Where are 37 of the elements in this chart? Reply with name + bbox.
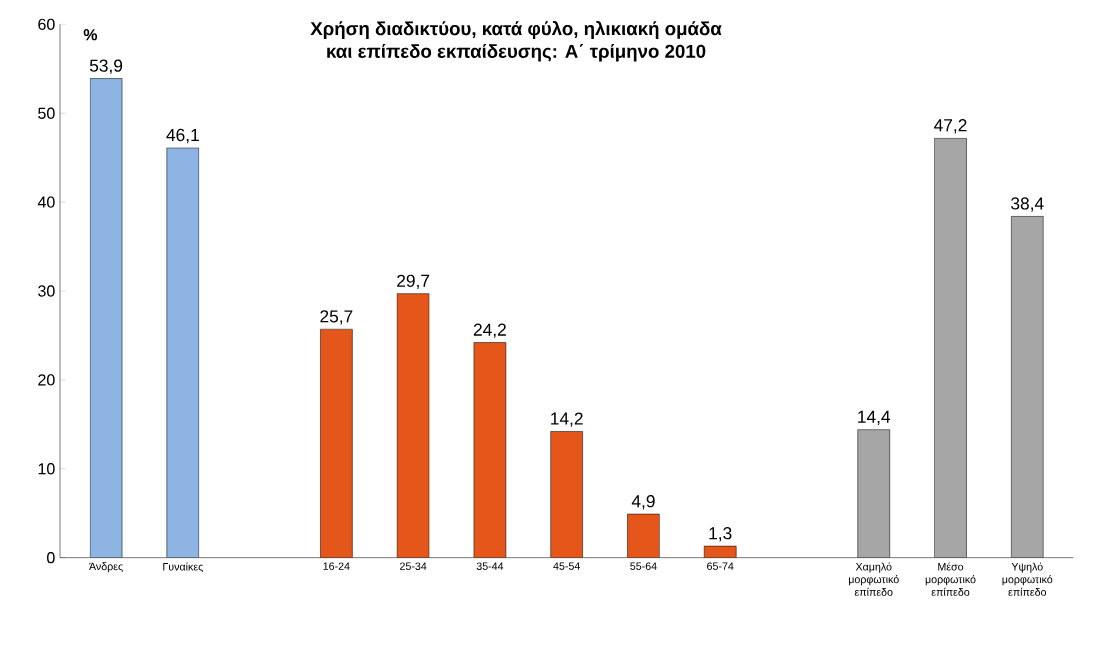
x-tick-label: Άνδρες [89,562,123,573]
bar [1011,216,1044,558]
data-label: 25,7 [320,310,353,325]
data-label: 14,4 [858,410,891,425]
x-tick-label: 55-64 [630,562,657,570]
x-tick-label: 35-44 [476,562,504,570]
y-tick-label: 40 [37,196,55,208]
chart-title: Χρήση διαδικτύου, κατά φύλο, ηλικιακή ομάδα και επίπεδο εκπαίδευσης: Α΄ τρίμηνο 2010 [310,21,722,62]
bar [396,293,430,558]
bar [166,147,200,558]
y-tick-label: 50 [38,107,55,119]
data-label: 24,2 [473,323,506,338]
data-label: 47,2 [934,119,967,134]
bar [934,137,967,558]
data-label: 53,9 [89,59,123,74]
y-tick-label: 60 [38,18,55,30]
data-label: 1,3 [709,527,732,542]
data-label: 14,2 [551,412,583,427]
x-tick-label: Υψηλό μορφωτικό επίπεδο [1002,562,1053,596]
data-label: 38,4 [1011,197,1044,212]
data-label: 4,9 [631,495,655,510]
x-tick-label: 65-74 [707,562,734,570]
x-tick-label: Γυναίκες [163,562,203,573]
x-tick-label: 45-54 [553,562,580,570]
y-tick-label: 0 [47,552,55,564]
x-tick-label: Μέσο μορφωτικό επίπεδο [925,562,976,596]
bar [89,78,123,558]
data-label: 29,7 [397,274,430,289]
y-axis-title: % [83,29,98,41]
data-label: 46,1 [166,128,199,144]
y-tick-label: 20 [38,374,55,386]
x-tick-label: 16-24 [323,562,350,570]
bar [550,431,583,558]
y-tick-label: 30 [38,285,55,297]
x-tick-label: 25-34 [400,562,427,570]
x-tick-label: Χαμηλό μορφωτικό επίπεδο [848,562,899,596]
y-tick-label: 10 [38,463,55,475]
